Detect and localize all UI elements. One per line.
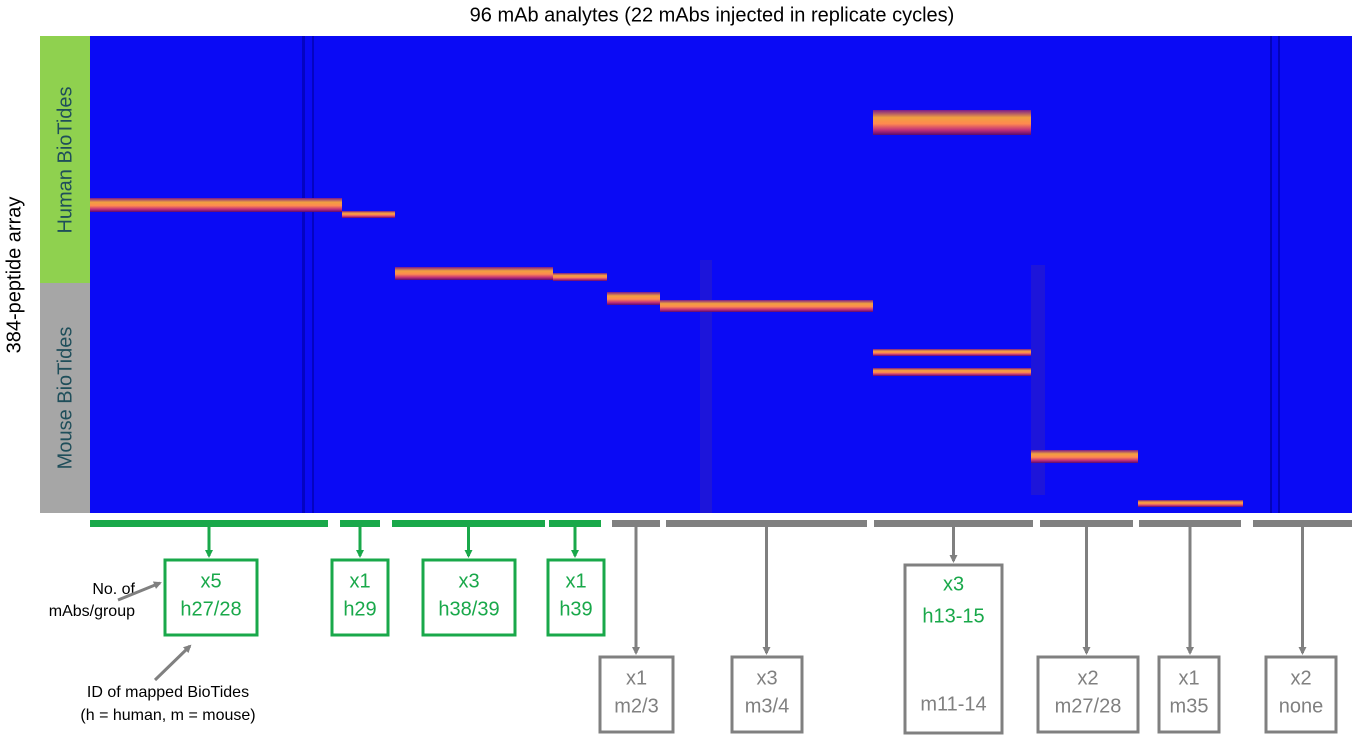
group-id: h27/28 (180, 598, 241, 620)
mouse-row-bar (40, 283, 90, 513)
human-row-bar (40, 36, 90, 283)
group-bar (1139, 520, 1241, 527)
group-id: h39 (559, 598, 592, 620)
group-box (421, 558, 517, 637)
group-id: none (1279, 695, 1324, 717)
group-id: m3/4 (745, 695, 789, 717)
note-text: (h = human, m = mouse) (80, 707, 255, 724)
y-axis-label: 384-peptide array (3, 197, 25, 354)
group-count: x1 (565, 570, 586, 592)
title: 96 mAb analytes (22 mAbs injected in rep… (470, 4, 955, 26)
note-arrow (117, 581, 162, 602)
group-bar (549, 520, 601, 527)
group-box (546, 558, 606, 637)
group-count: x1 (1178, 667, 1199, 689)
group-id: h29 (343, 598, 376, 620)
group-box (1264, 655, 1338, 734)
row-group-label: Human BioTides (54, 86, 76, 233)
group-box (730, 655, 804, 734)
group-count: x3 (943, 573, 964, 595)
group-id: h13-15 (922, 605, 984, 627)
note-arrow (153, 644, 192, 682)
group-bar (90, 520, 328, 527)
group-count: x3 (458, 570, 479, 592)
group-bar (666, 520, 867, 527)
group-count: x2 (1077, 667, 1098, 689)
notes: No. of mAbs/group ID of mapped BioTides … (49, 581, 256, 724)
group-box (1157, 655, 1221, 734)
group-count: x5 (200, 570, 221, 592)
group-box (903, 563, 1004, 735)
group-bar (612, 520, 660, 527)
group-bar (340, 520, 380, 527)
group-box (1036, 655, 1140, 734)
group-count: x1 (626, 667, 647, 689)
group-count: x2 (1290, 667, 1311, 689)
row-group-label: Mouse BioTides (54, 327, 76, 470)
group-id: m11-14 (920, 693, 986, 715)
group-count: x1 (349, 570, 370, 592)
group-id: m27/28 (1055, 695, 1122, 717)
group-bar (874, 520, 1033, 527)
group-id: h38/39 (438, 598, 499, 620)
group-box (598, 655, 675, 734)
heatmap (90, 36, 1352, 513)
group-bar (1253, 520, 1352, 527)
note-text: ID of mapped BioTides (87, 684, 249, 701)
group-bar (1040, 520, 1133, 527)
group-id: m35 (1170, 695, 1209, 717)
group-id: m2/3 (614, 695, 658, 717)
group-box (330, 558, 390, 637)
note-text: No. of (92, 581, 135, 598)
group-count: x3 (756, 667, 777, 689)
group-box (163, 558, 259, 637)
group-bar (392, 520, 545, 527)
note-text: mAbs/group (49, 603, 135, 620)
